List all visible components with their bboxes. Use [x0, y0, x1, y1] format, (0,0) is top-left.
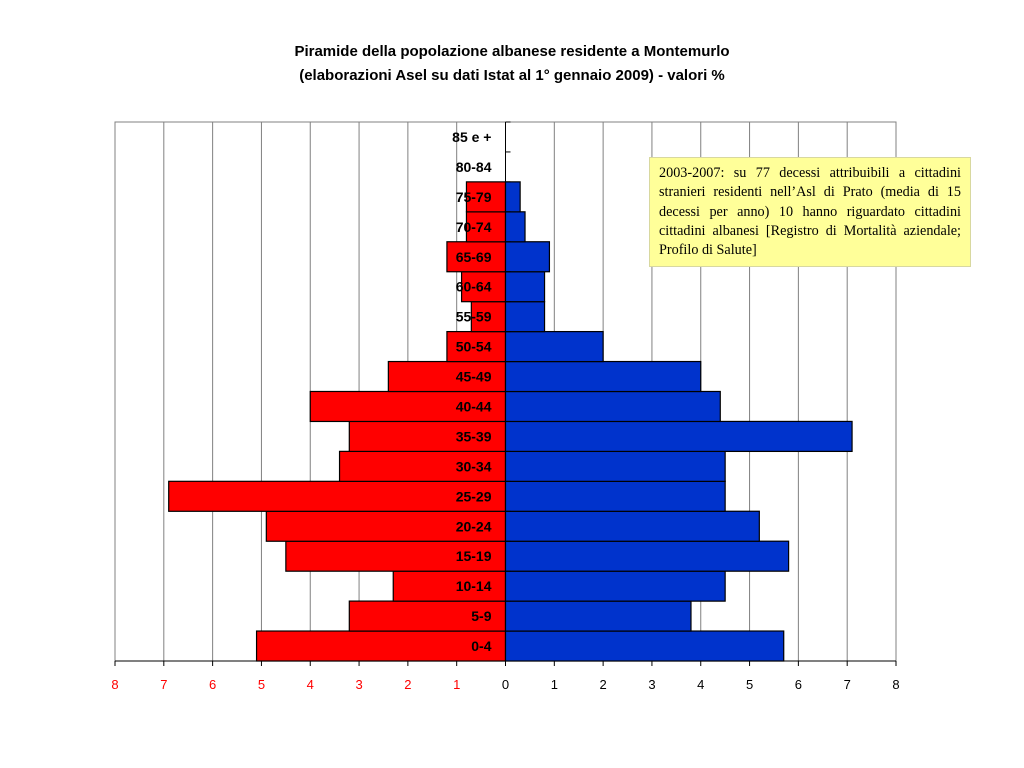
- x-tick-label-right: 5: [746, 677, 753, 692]
- x-tick-label-left: 8: [111, 677, 118, 692]
- bar-right-5-9: [504, 600, 692, 632]
- bar-right-45-49: [504, 360, 702, 393]
- category-label: 60-64: [456, 279, 492, 295]
- bar-right-70-74: [504, 211, 526, 243]
- bar-right-65-69: [504, 241, 551, 273]
- bar-right-15-19: [504, 540, 790, 572]
- x-tick-label-left: 7: [160, 677, 167, 692]
- bar-left-70-74: [465, 211, 507, 243]
- x-tick-label-right: 0: [502, 677, 509, 692]
- bar-left-60-64: [460, 271, 507, 303]
- bar-left-40-44: [309, 390, 507, 423]
- bar-right-10-14: [504, 570, 726, 602]
- bar-left-5-9: [348, 600, 507, 632]
- chart-title-line-2: (elaborazioni Asel su dati Istat al 1° g…: [299, 67, 725, 84]
- x-tick-label-right: 8: [892, 677, 899, 692]
- bar-left-75-79: [465, 181, 507, 213]
- category-label: 50-54: [456, 339, 492, 355]
- category-label: 45-49: [456, 369, 492, 385]
- category-label: 85 e +: [452, 129, 491, 145]
- bar-right-25-29: [504, 480, 726, 512]
- x-tick-label-left: 5: [258, 677, 265, 692]
- x-tick-label-left: 1: [453, 677, 460, 692]
- x-tick-label-left: 4: [307, 677, 314, 692]
- bar-left-15-19: [285, 540, 507, 572]
- category-label: 35-39: [456, 428, 492, 444]
- x-tick-label-right: 7: [844, 677, 851, 692]
- category-label: 40-44: [456, 398, 492, 414]
- bar-right-50-54: [504, 330, 604, 363]
- bar-left-55-59: [470, 301, 507, 333]
- x-tick-label-right: 2: [600, 677, 607, 692]
- bar-right-0-4: [504, 630, 785, 662]
- x-tick-label-right: 1: [551, 677, 558, 692]
- x-tick-label-left: 3: [355, 677, 362, 692]
- bar-left-35-39: [348, 420, 507, 453]
- bar-left-20-24: [265, 510, 507, 542]
- category-label: 55-59: [456, 309, 492, 325]
- x-tick-label-right: 3: [648, 677, 655, 692]
- bar-right-35-39: [504, 420, 853, 453]
- bar-right-40-44: [504, 390, 721, 423]
- bar-right-30-34: [504, 450, 726, 482]
- bar-left-10-14: [392, 570, 507, 602]
- note-box: 2003-2007: su 77 decessi attribuibili a …: [649, 157, 971, 268]
- category-label: 5-9: [471, 608, 491, 624]
- category-label: 70-74: [456, 219, 492, 235]
- category-label: 30-34: [456, 458, 492, 474]
- bar-right-60-64: [504, 271, 546, 303]
- bar-left-25-29: [168, 480, 507, 512]
- x-tick-label-left: 6: [209, 677, 216, 692]
- category-label: 75-79: [456, 189, 492, 205]
- chart-title-line-1: Piramide della popolazione albanese resi…: [294, 43, 730, 60]
- category-label: 65-69: [456, 249, 492, 265]
- chart-title: Piramide della popolazione albanese resi…: [0, 40, 1024, 88]
- bar-right-20-24: [504, 510, 760, 542]
- x-tick-label-right: 6: [795, 677, 802, 692]
- category-label: 10-14: [456, 578, 492, 594]
- bar-right-75-79: [504, 181, 521, 213]
- bar-left-0-4: [255, 630, 507, 662]
- category-label: 80-84: [456, 159, 492, 175]
- category-label: 25-29: [456, 488, 492, 504]
- x-tick-label-right: 4: [697, 677, 704, 692]
- bar-right-55-59: [504, 301, 546, 333]
- category-label: 20-24: [456, 518, 492, 534]
- category-label: 0-4: [471, 638, 491, 654]
- x-tick-label-left: 2: [404, 677, 411, 692]
- category-label: 15-19: [456, 548, 492, 564]
- note-text: 2003-2007: su 77 decessi attribuibili a …: [659, 165, 961, 259]
